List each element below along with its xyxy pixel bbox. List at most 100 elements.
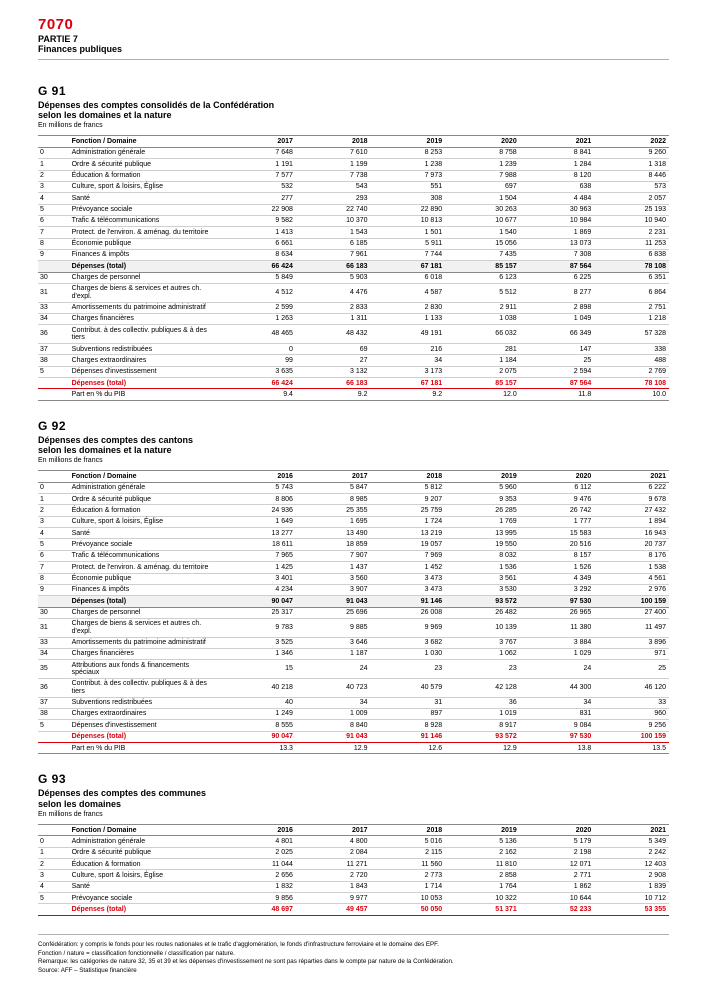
row-value: 18 611 [221,539,296,550]
row-value: 9 856 [221,893,296,904]
row-value: 12 071 [520,859,595,870]
row-code: 4 [38,881,70,892]
row-value: 11 810 [445,859,520,870]
row-value: 25 317 [221,607,296,618]
table-row: 5Dépenses d'investissement8 5558 8408 92… [38,720,669,731]
row-value: 2 976 [594,584,669,595]
row-value: 27 400 [594,607,669,618]
row-value: 3 646 [296,637,371,648]
row-value: 8 841 [520,147,595,158]
row-value: 19 057 [371,539,446,550]
row-value: 2 594 [520,366,595,377]
table-row: 8Économie publique6 6616 1855 91115 0561… [38,238,669,249]
row-value: 1 540 [445,227,520,238]
row-value: 1 536 [445,562,520,573]
row-value: 3 561 [445,573,520,584]
row-value: 26 482 [445,607,520,618]
row-value: 25 [520,355,595,366]
row-label: Économie publique [70,573,222,584]
row-value: 2 198 [520,847,595,858]
row-value: 5 849 [221,272,296,283]
row-code: 34 [38,648,70,659]
row-value: 2 833 [296,302,371,313]
table-grand-total: Dépenses (total)66 42466 18367 18185 157… [38,378,669,389]
row-value: 3 173 [371,366,446,377]
row-value: 4 476 [296,283,371,302]
row-value: 8 985 [296,494,371,505]
footnote: Source: AFF – Statistique financière [38,967,669,975]
row-value: 488 [594,355,669,366]
row-value: 5 743 [221,482,296,493]
table-row: 34Charges financières1 2631 3111 1331 03… [38,313,669,324]
table-code: G 91 [38,84,669,98]
row-code: 2 [38,859,70,870]
row-code: 36 [38,325,70,344]
row-value: 5 179 [520,836,595,847]
row-value: 2 231 [594,227,669,238]
row-value: 10 677 [445,215,520,226]
col-header-year: 2021 [594,825,669,836]
row-value: 23 [445,660,520,679]
row-value: 1 019 [445,708,520,719]
row-value: 27 432 [594,505,669,516]
row-value: 25 696 [296,607,371,618]
row-value: 9 476 [520,494,595,505]
row-value: 8 120 [520,170,595,181]
col-header-year: 2018 [371,825,446,836]
row-value: 9 969 [371,618,446,637]
row-code: 5 [38,539,70,550]
row-value: 5 016 [371,836,446,847]
row-value: 8 928 [371,720,446,731]
row-value: 2 771 [520,870,595,881]
row-value: 8 253 [371,147,446,158]
row-label: Contribut. à des collectiv. publiques & … [70,678,222,697]
table-row: 6Trafic & télécommunications7 9657 9077 … [38,550,669,561]
row-value: 3 473 [371,584,446,595]
table-row: 36Contribut. à des collectiv. publiques … [38,678,669,697]
row-value: 9 582 [221,215,296,226]
row-value: 1 504 [445,193,520,204]
table-row: 33Amortissements du patrimoine administr… [38,637,669,648]
row-label: Protect. de l'environ. & aménag. du terr… [70,227,222,238]
table-row: 5Dépenses d'investissement3 6353 1323 17… [38,366,669,377]
row-value: 24 936 [221,505,296,516]
row-value: 9 260 [594,147,669,158]
table-row: 35Attributions aux fonds & financements … [38,660,669,679]
table-row: 8Économie publique3 4013 5603 4733 5614 … [38,573,669,584]
table-name: Dépenses des comptes consolidés de la Co… [38,100,669,121]
row-value: 40 579 [371,678,446,697]
table-pct-row: Part en % du PIB13.312.912.612.913.813.5 [38,743,669,754]
row-value: 7 648 [221,147,296,158]
row-value: 9 977 [296,893,371,904]
table-pct-row: Part en % du PIB9.49.29.212.011.810.0 [38,389,669,400]
row-value: 25 759 [371,505,446,516]
row-value: 8 634 [221,249,296,260]
row-label: Subventions redistribuées [70,344,222,355]
col-header-year: 2017 [221,136,296,147]
row-value: 3 530 [445,584,520,595]
row-value: 5 136 [445,836,520,847]
page-title-line1: PARTIE 7 [38,34,78,44]
row-value: 1 239 [445,159,520,170]
table-row: 0Administration générale4 8014 8005 0165… [38,836,669,847]
row-value: 4 512 [221,283,296,302]
row-value: 40 218 [221,678,296,697]
footnote: Confédération: y compris le fonds pour l… [38,941,669,949]
row-code: 2 [38,505,70,516]
row-value: 3 907 [296,584,371,595]
row-value: 1 009 [296,708,371,719]
row-value: 7 738 [296,170,371,181]
table-unit: En millions de francs [38,811,669,818]
footnote: Remarque: les catégories de nature 32, 3… [38,958,669,966]
row-value: 11 497 [594,618,669,637]
row-value: 1 501 [371,227,446,238]
row-value: 1 311 [296,313,371,324]
row-code: 35 [38,660,70,679]
row-label: Charges financières [70,648,222,659]
row-value: 1 839 [594,881,669,892]
row-value: 338 [594,344,669,355]
row-value: 33 [594,697,669,708]
row-value: 1 862 [520,881,595,892]
col-header-year: 2019 [445,471,520,482]
row-value: 24 [296,660,371,679]
